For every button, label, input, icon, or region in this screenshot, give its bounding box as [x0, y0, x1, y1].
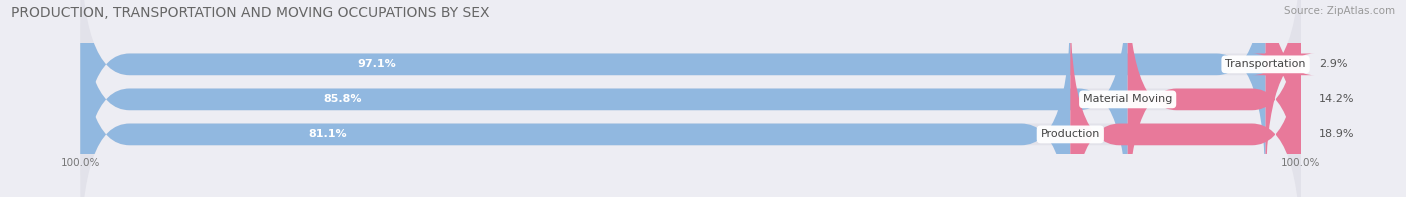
FancyBboxPatch shape	[80, 0, 1265, 194]
Text: Source: ZipAtlas.com: Source: ZipAtlas.com	[1284, 6, 1395, 16]
FancyBboxPatch shape	[80, 5, 1070, 197]
FancyBboxPatch shape	[1070, 5, 1301, 197]
FancyBboxPatch shape	[80, 0, 1301, 194]
Text: 81.1%: 81.1%	[309, 129, 347, 139]
Text: 85.8%: 85.8%	[323, 94, 361, 104]
Text: Production: Production	[1040, 129, 1099, 139]
FancyBboxPatch shape	[80, 0, 1128, 197]
Text: 2.9%: 2.9%	[1319, 59, 1348, 69]
Text: PRODUCTION, TRANSPORTATION AND MOVING OCCUPATIONS BY SEX: PRODUCTION, TRANSPORTATION AND MOVING OC…	[11, 6, 489, 20]
Text: 14.2%: 14.2%	[1319, 94, 1355, 104]
Text: Material Moving: Material Moving	[1083, 94, 1173, 104]
FancyBboxPatch shape	[1253, 0, 1315, 194]
FancyBboxPatch shape	[80, 5, 1301, 197]
Text: 97.1%: 97.1%	[357, 59, 396, 69]
FancyBboxPatch shape	[1128, 0, 1301, 197]
Text: 18.9%: 18.9%	[1319, 129, 1355, 139]
FancyBboxPatch shape	[80, 0, 1301, 197]
Text: Transportation: Transportation	[1225, 59, 1306, 69]
